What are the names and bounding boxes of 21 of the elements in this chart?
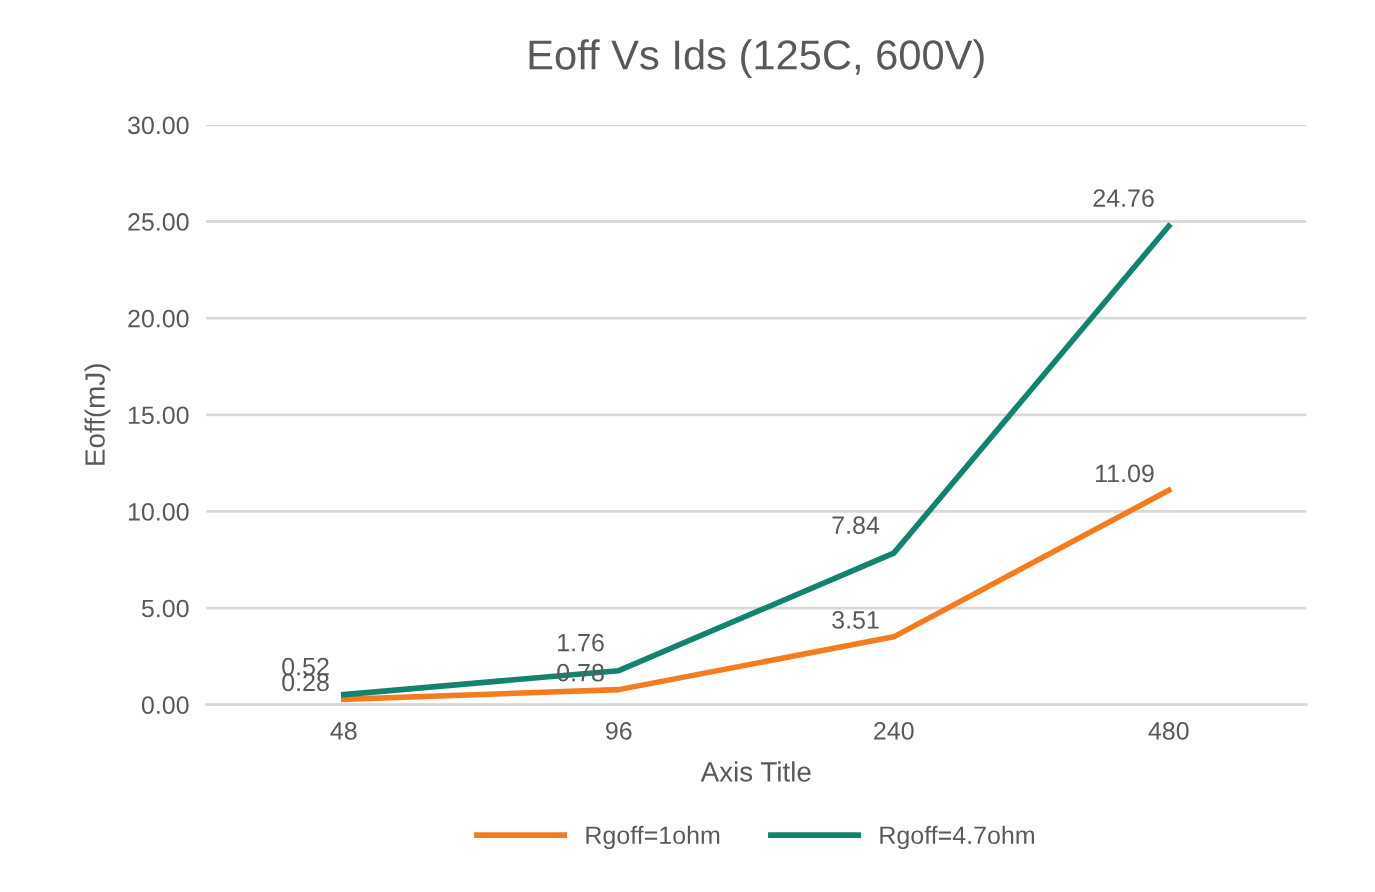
y-tick-label: 30.00 [127, 116, 189, 135]
legend-label: Rgoff=1ohm [586, 825, 720, 850]
x-tick-label: 480 [1148, 722, 1189, 740]
y-tick-label: 0.00 [141, 696, 189, 714]
chart-title: Eoff Vs Ids (125C, 600V) [529, 39, 984, 78]
legend-label: Rgoff=4.7ohm [880, 825, 1034, 850]
data-label: 1.76 [558, 633, 604, 652]
data-label: 24.76 [1093, 189, 1154, 207]
y-tick-label: 20.00 [128, 309, 189, 328]
y-tick-label: 15.00 [128, 406, 189, 425]
y-tick-label: 5.00 [141, 599, 189, 618]
x-tick-label: 240 [874, 722, 914, 740]
y-tick-label: 25.00 [128, 213, 189, 231]
y-tick-label: 10.00 [128, 503, 189, 521]
x-tick-label: 96 [606, 722, 632, 740]
data-label: 11.09 [1096, 464, 1154, 483]
y-axis-title: Eoff(mJ) [84, 364, 111, 465]
x-axis-title: Axis Title [700, 761, 811, 782]
data-label: 7.84 [832, 516, 880, 534]
x-tick-label: 48 [330, 722, 357, 740]
data-label: 3.51 [832, 611, 879, 629]
